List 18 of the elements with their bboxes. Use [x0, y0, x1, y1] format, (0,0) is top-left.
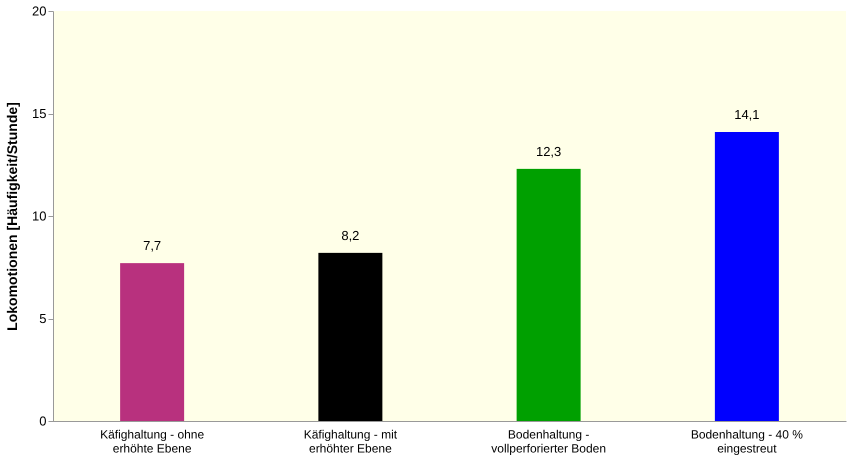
bar [120, 263, 184, 421]
x-tick-label: Bodenhaltung - 40 % eingestreut [690, 428, 804, 456]
bar [516, 168, 581, 421]
bar [714, 132, 779, 421]
y-tick-label: 20 [32, 4, 46, 18]
data-label: 8,2 [341, 228, 360, 243]
bar [318, 252, 382, 421]
y-tick-label: 0 [39, 414, 46, 428]
y-tick-label: 5 [39, 311, 46, 326]
y-tick-label: 15 [32, 106, 46, 121]
x-tick-label: Bodenhaltung - vollperforierter Boden [491, 428, 606, 456]
data-label: 14,1 [734, 106, 760, 122]
x-tick-label: Käfighaltung - mit erhöhter Ebene [304, 428, 398, 456]
x-tick-label: Käfighaltung - ohne erhöhte Ebene [100, 428, 204, 456]
data-label: 12,3 [536, 144, 562, 159]
y-axis-title: Lokomotionen [Häufigkeit/Stunde] [4, 102, 20, 331]
y-tick-label: 10 [32, 208, 46, 224]
data-label: 7,7 [143, 238, 162, 254]
